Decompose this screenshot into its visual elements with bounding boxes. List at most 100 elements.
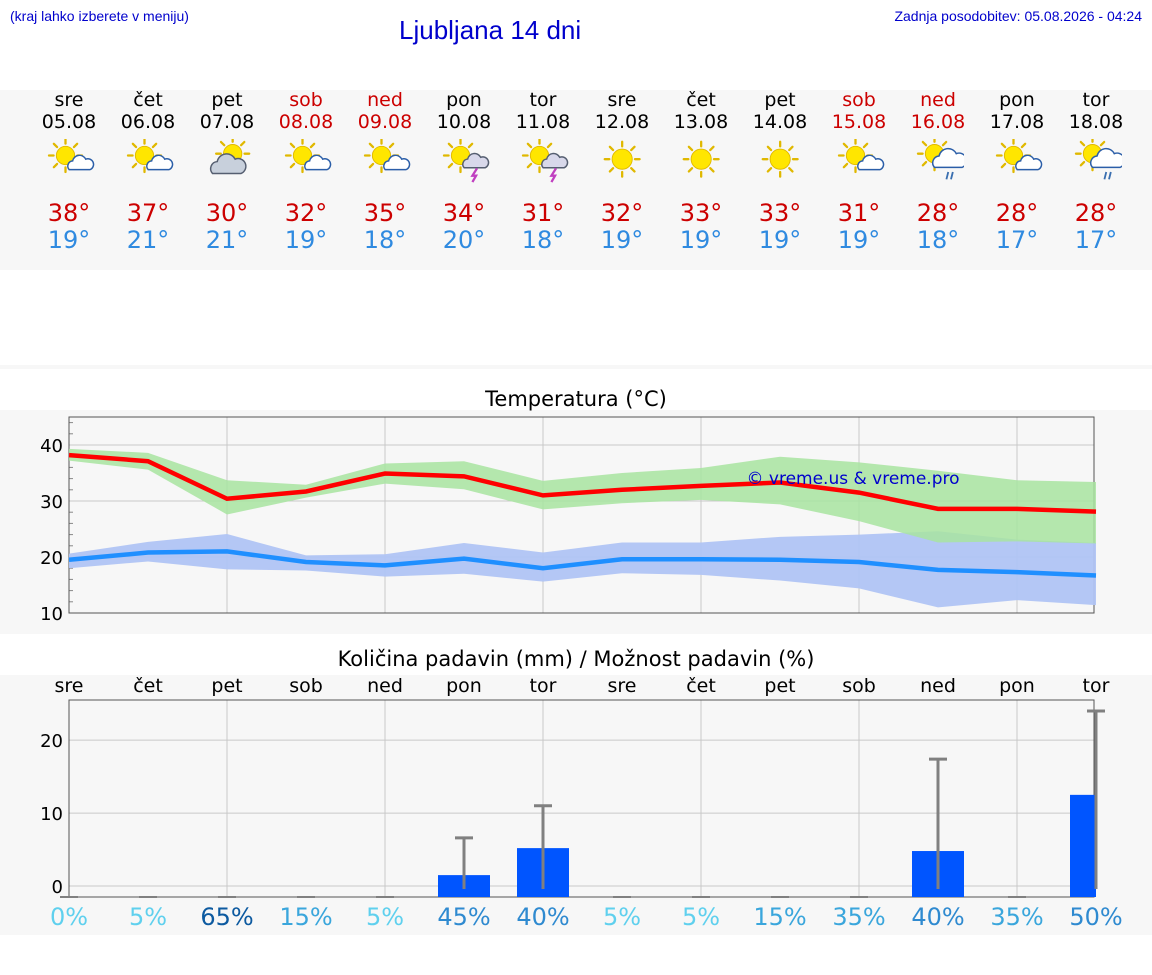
precip-day-name: sob [842, 675, 876, 697]
precip-probability: 45% [437, 903, 491, 931]
forecast-day: čet 06.08 37° 21° [108, 89, 188, 269]
forecast-day: sob 15.08 31° 19° [819, 89, 899, 269]
day-date: 15.08 [831, 111, 887, 133]
precip-probability: 5% [681, 903, 721, 931]
sun-thunder-icon [521, 139, 569, 183]
precip-day-name: pet [211, 675, 243, 697]
temp-max: 38° [47, 199, 91, 227]
temp-min: 19° [837, 226, 881, 254]
precip-day-name: tor [1082, 675, 1110, 697]
forecast-day: sob 08.08 32° 19° [266, 89, 346, 269]
temp-max: 33° [758, 199, 802, 227]
temp-max: 31° [521, 199, 565, 227]
day-date: 17.08 [989, 111, 1045, 133]
forecast-band [0, 90, 1152, 270]
temp-max: 32° [600, 199, 644, 227]
precip-probability: 50% [1069, 903, 1123, 931]
day-date: 12.08 [594, 111, 650, 133]
sun-cloud-icon [284, 139, 332, 174]
sun-cloud-icon [126, 139, 174, 174]
forecast-day: pet 14.08 33° 19° [740, 89, 820, 269]
sun-cloud-icon [363, 139, 411, 174]
page-title: Ljubljana 14 dni [399, 15, 582, 45]
day-date: 13.08 [673, 111, 729, 133]
day-date: 07.08 [199, 111, 255, 133]
precip-band [0, 675, 1152, 935]
sun-icon [682, 140, 720, 178]
forecast-day: pet 07.08 30° 21° [187, 89, 267, 269]
sun-rain-icon [916, 139, 964, 180]
temp-max: 28° [1074, 199, 1118, 227]
sun-thunder-icon [442, 139, 490, 183]
temp-min: 17° [1074, 226, 1118, 254]
sun-icon [761, 140, 799, 178]
day-name: pet [764, 89, 796, 111]
day-name: čet [133, 89, 163, 111]
precip-probability: 5% [365, 903, 405, 931]
precip-day-name: sre [607, 675, 637, 697]
day-name: sre [607, 89, 637, 111]
temp-max: 35° [363, 199, 407, 227]
day-name: ned [367, 89, 403, 111]
precip-day-name: pet [764, 675, 796, 697]
temp-max: 28° [995, 199, 1039, 227]
precip-probability: 65% [200, 903, 254, 931]
precip-day-name: sob [289, 675, 323, 697]
forecast-day: ned 16.08 28° 18° [898, 89, 978, 269]
precip-day-name: ned [920, 675, 956, 697]
temp-min: 19° [284, 226, 328, 254]
precip-probability: 15% [753, 903, 807, 931]
precip-day-name: pon [446, 675, 482, 697]
day-name: pon [999, 89, 1035, 111]
sun-icon [603, 140, 641, 178]
forecast-day: pon 17.08 28° 17° [977, 89, 1057, 269]
day-name: čet [686, 89, 716, 111]
sun-cloud-icon [47, 139, 95, 174]
temp-max: 31° [837, 199, 881, 227]
temp-min: 19° [600, 226, 644, 254]
day-name: sre [54, 89, 84, 111]
temp-max: 33° [679, 199, 723, 227]
day-date: 16.08 [910, 111, 966, 133]
precip-probability: 35% [832, 903, 886, 931]
sun-cloud-icon [995, 139, 1043, 174]
day-date: 18.08 [1068, 111, 1124, 133]
temp-max: 37° [126, 199, 170, 227]
day-date: 08.08 [278, 111, 334, 133]
forecast-day: sre 12.08 32° 19° [582, 89, 662, 269]
day-name: tor [1082, 89, 1110, 111]
temp-min: 17° [995, 226, 1039, 254]
temp-min: 21° [205, 226, 249, 254]
day-date: 14.08 [752, 111, 808, 133]
sun-rain-icon [1074, 139, 1122, 180]
temperature-band [0, 410, 1152, 634]
temp-min: 21° [126, 226, 170, 254]
temp-max: 28° [916, 199, 960, 227]
temp-min: 20° [442, 226, 486, 254]
temp-min: 19° [758, 226, 802, 254]
precip-probability: 5% [128, 903, 168, 931]
day-name: sob [842, 89, 876, 111]
temperature-chart-title: Temperatura (°C) [485, 387, 667, 411]
day-date: 06.08 [120, 111, 176, 133]
day-name: pet [211, 89, 243, 111]
last-updated: Zadnja posodobitev: 05.08.2026 - 04:24 [894, 8, 1142, 24]
temp-min: 19° [679, 226, 723, 254]
day-date: 11.08 [515, 111, 571, 133]
temp-min: 18° [916, 226, 960, 254]
precip-probability: 0% [49, 903, 89, 931]
cloud-sun-icon [209, 139, 251, 175]
precip-probability: 15% [279, 903, 333, 931]
menu-hint: (kraj lahko izberete v meniju) [10, 8, 189, 24]
precip-day-name: čet [133, 675, 163, 697]
day-name: ned [920, 89, 956, 111]
precip-day-name: tor [529, 675, 557, 697]
precip-day-name: sre [54, 675, 84, 697]
day-name: tor [529, 89, 557, 111]
sun-cloud-icon [837, 139, 885, 174]
day-date: 09.08 [357, 111, 413, 133]
day-name: pon [446, 89, 482, 111]
temp-min: 19° [47, 226, 91, 254]
precip-chart-title: Količina padavin (mm) / Možnost padavin … [337, 647, 815, 671]
temp-max: 34° [442, 199, 486, 227]
